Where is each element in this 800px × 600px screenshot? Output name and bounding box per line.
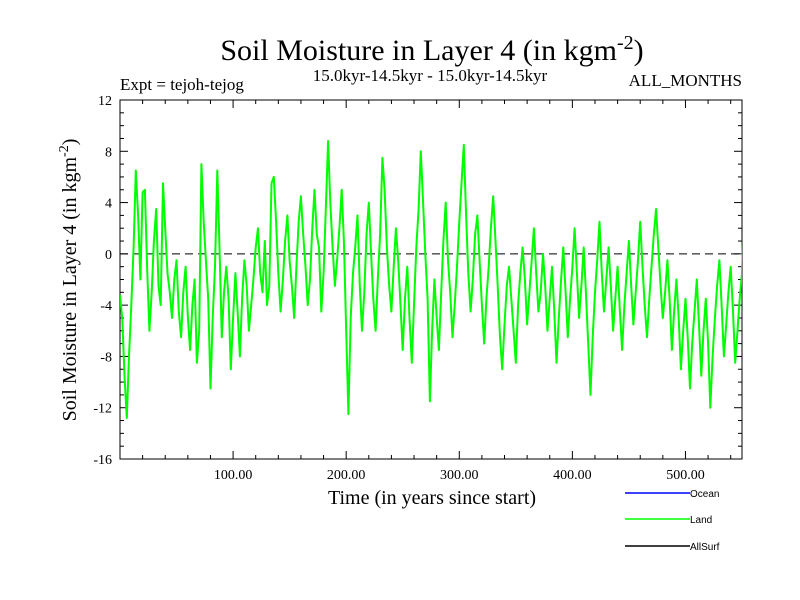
x-tick-label: 500.00 bbox=[666, 468, 705, 483]
y-axis-label: Soil Moisture in Layer 4 (in kgm-2) bbox=[57, 139, 81, 422]
x-axis-label: Time (in years since start) bbox=[328, 487, 536, 509]
period-label: 15.0kyr-14.5kyr - 15.0kyr-14.5kyr bbox=[313, 66, 548, 85]
series-line-land bbox=[120, 140, 742, 419]
y-tick-label: -12 bbox=[93, 402, 112, 417]
legend: Ocean Land AllSurf bbox=[625, 489, 720, 553]
experiment-label: Expt = tejoh-tejog bbox=[120, 75, 244, 94]
y-tick-label: -4 bbox=[100, 299, 112, 314]
chart-title: Soil Moisture in Layer 4 (in kgm-2) bbox=[220, 32, 643, 67]
x-tick-label: 400.00 bbox=[553, 468, 592, 483]
y-tick-label: 8 bbox=[105, 145, 112, 160]
legend-label-allsurf: AllSurf bbox=[690, 542, 720, 553]
y-tick-label: -16 bbox=[93, 453, 112, 468]
y-tick-label: 4 bbox=[105, 197, 112, 212]
months-label: ALL_MONTHS bbox=[629, 71, 742, 90]
y-tick-label: 0 bbox=[105, 248, 112, 263]
y-tick-label: 12 bbox=[98, 94, 112, 109]
series bbox=[120, 140, 742, 419]
x-tick-label: 200.00 bbox=[327, 468, 366, 483]
y-tick-label: -8 bbox=[100, 350, 112, 365]
axis-ticks: 12 8 4 0 -4 -8 -12 -16 100.00 200.00 300.00 400.00 5… bbox=[93, 94, 742, 483]
plot-frame bbox=[119, 99, 743, 460]
legend-label-ocean: Ocean bbox=[690, 489, 719, 500]
x-tick-label: 100.00 bbox=[214, 468, 253, 483]
axes bbox=[119, 99, 743, 460]
legend-label-land: Land bbox=[690, 515, 712, 526]
x-tick-label: 300.00 bbox=[440, 468, 479, 483]
